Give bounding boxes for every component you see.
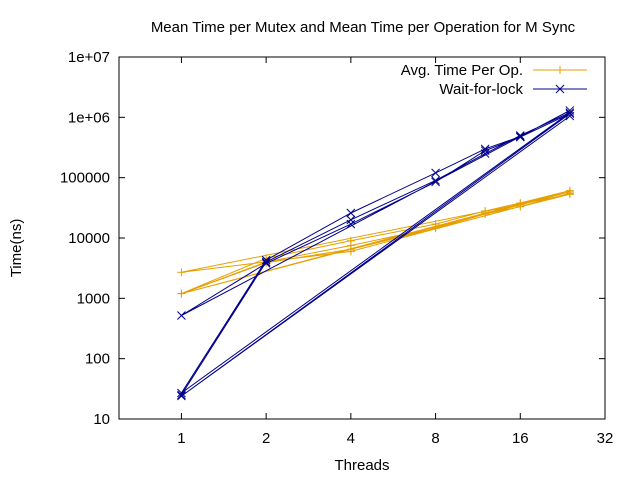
y-tick-label: 10 [93,411,110,428]
series-line [180,110,571,397]
marker-stroke [346,219,356,229]
data-point [261,255,271,265]
y-tick-label: 1000 [77,290,110,307]
marker-stroke [555,84,565,94]
x-tick-label: 8 [431,430,439,447]
legend-label: Avg. Time Per Op. [401,62,523,79]
marker-stroke [261,258,271,268]
data-point [346,208,356,218]
data-point [346,215,356,225]
plot-frame [118,56,606,420]
series-line [181,190,570,295]
marker-stroke [431,176,440,185]
marker-stroke [261,255,271,265]
data-point [480,144,490,154]
y-tick-label: 10000 [68,230,110,247]
data-point [565,108,575,117]
marker-stroke [177,311,186,320]
y-tick-label: 1e+07 [68,49,110,66]
data-point [346,219,356,229]
marker-stroke [431,177,440,187]
x-tick-label: 32 [597,430,614,447]
data-point [565,111,575,121]
y-tick-label: 100 [85,351,110,368]
marker-stroke [177,390,186,400]
data-point [177,388,186,398]
legend: Avg. Time Per Op. Wait-for-lock [401,62,587,98]
data-point [431,168,440,178]
data-point [565,109,575,119]
marker-stroke [177,391,186,401]
data-point [516,202,525,211]
data-point [481,209,490,218]
marker-stroke [480,144,490,154]
y-tick-label: 1e+06 [68,109,110,126]
x-tick-label: 4 [347,430,355,447]
marker-stroke [261,257,271,267]
legend-label: Wait-for-lock [439,81,523,98]
data-point [261,257,271,267]
data-point [480,146,490,156]
legend-item: Avg. Time Per Op. [401,62,587,79]
marker-stroke [346,215,356,225]
data-point [515,132,525,142]
data-point [177,390,186,400]
y-axis-label: Time(ns) [8,219,25,278]
axis-ticks: 1 2 4 8 16 32 10 100 1000 10000 100000 1e+06 1e+07 [60,49,613,447]
data-point [431,177,440,187]
x-tick-label: 1 [177,430,185,447]
series-group [177,106,575,401]
marker-stroke [515,132,525,142]
data-point [431,176,440,185]
y-tick-label: 100000 [60,170,110,187]
data-point [515,131,525,140]
legend-marker [556,66,564,74]
data-point [177,289,186,298]
marker-stroke [431,168,440,178]
data-point [565,189,574,198]
marker-stroke [565,108,575,117]
data-point [431,224,440,233]
data-point [177,311,186,320]
data-point [346,236,355,245]
data-point [346,247,355,256]
marker-stroke [177,388,186,398]
x-axis-label: Threads [334,457,389,474]
marker-stroke [515,131,525,140]
data-point [261,258,271,268]
legend-marker [555,84,565,94]
marker-stroke [565,111,575,121]
chart-title: Mean Time per Mutex and Mean Time per Op… [151,19,576,36]
series-wait-for-lock [177,106,575,401]
marker-stroke [565,109,575,119]
marker-stroke [346,208,356,218]
data-point [177,268,186,277]
legend-item: Wait-for-lock [439,81,587,98]
marker-stroke [480,146,490,156]
x-tick-label: 16 [512,430,529,447]
x-tick-label: 2 [262,430,270,447]
data-point [177,391,186,401]
